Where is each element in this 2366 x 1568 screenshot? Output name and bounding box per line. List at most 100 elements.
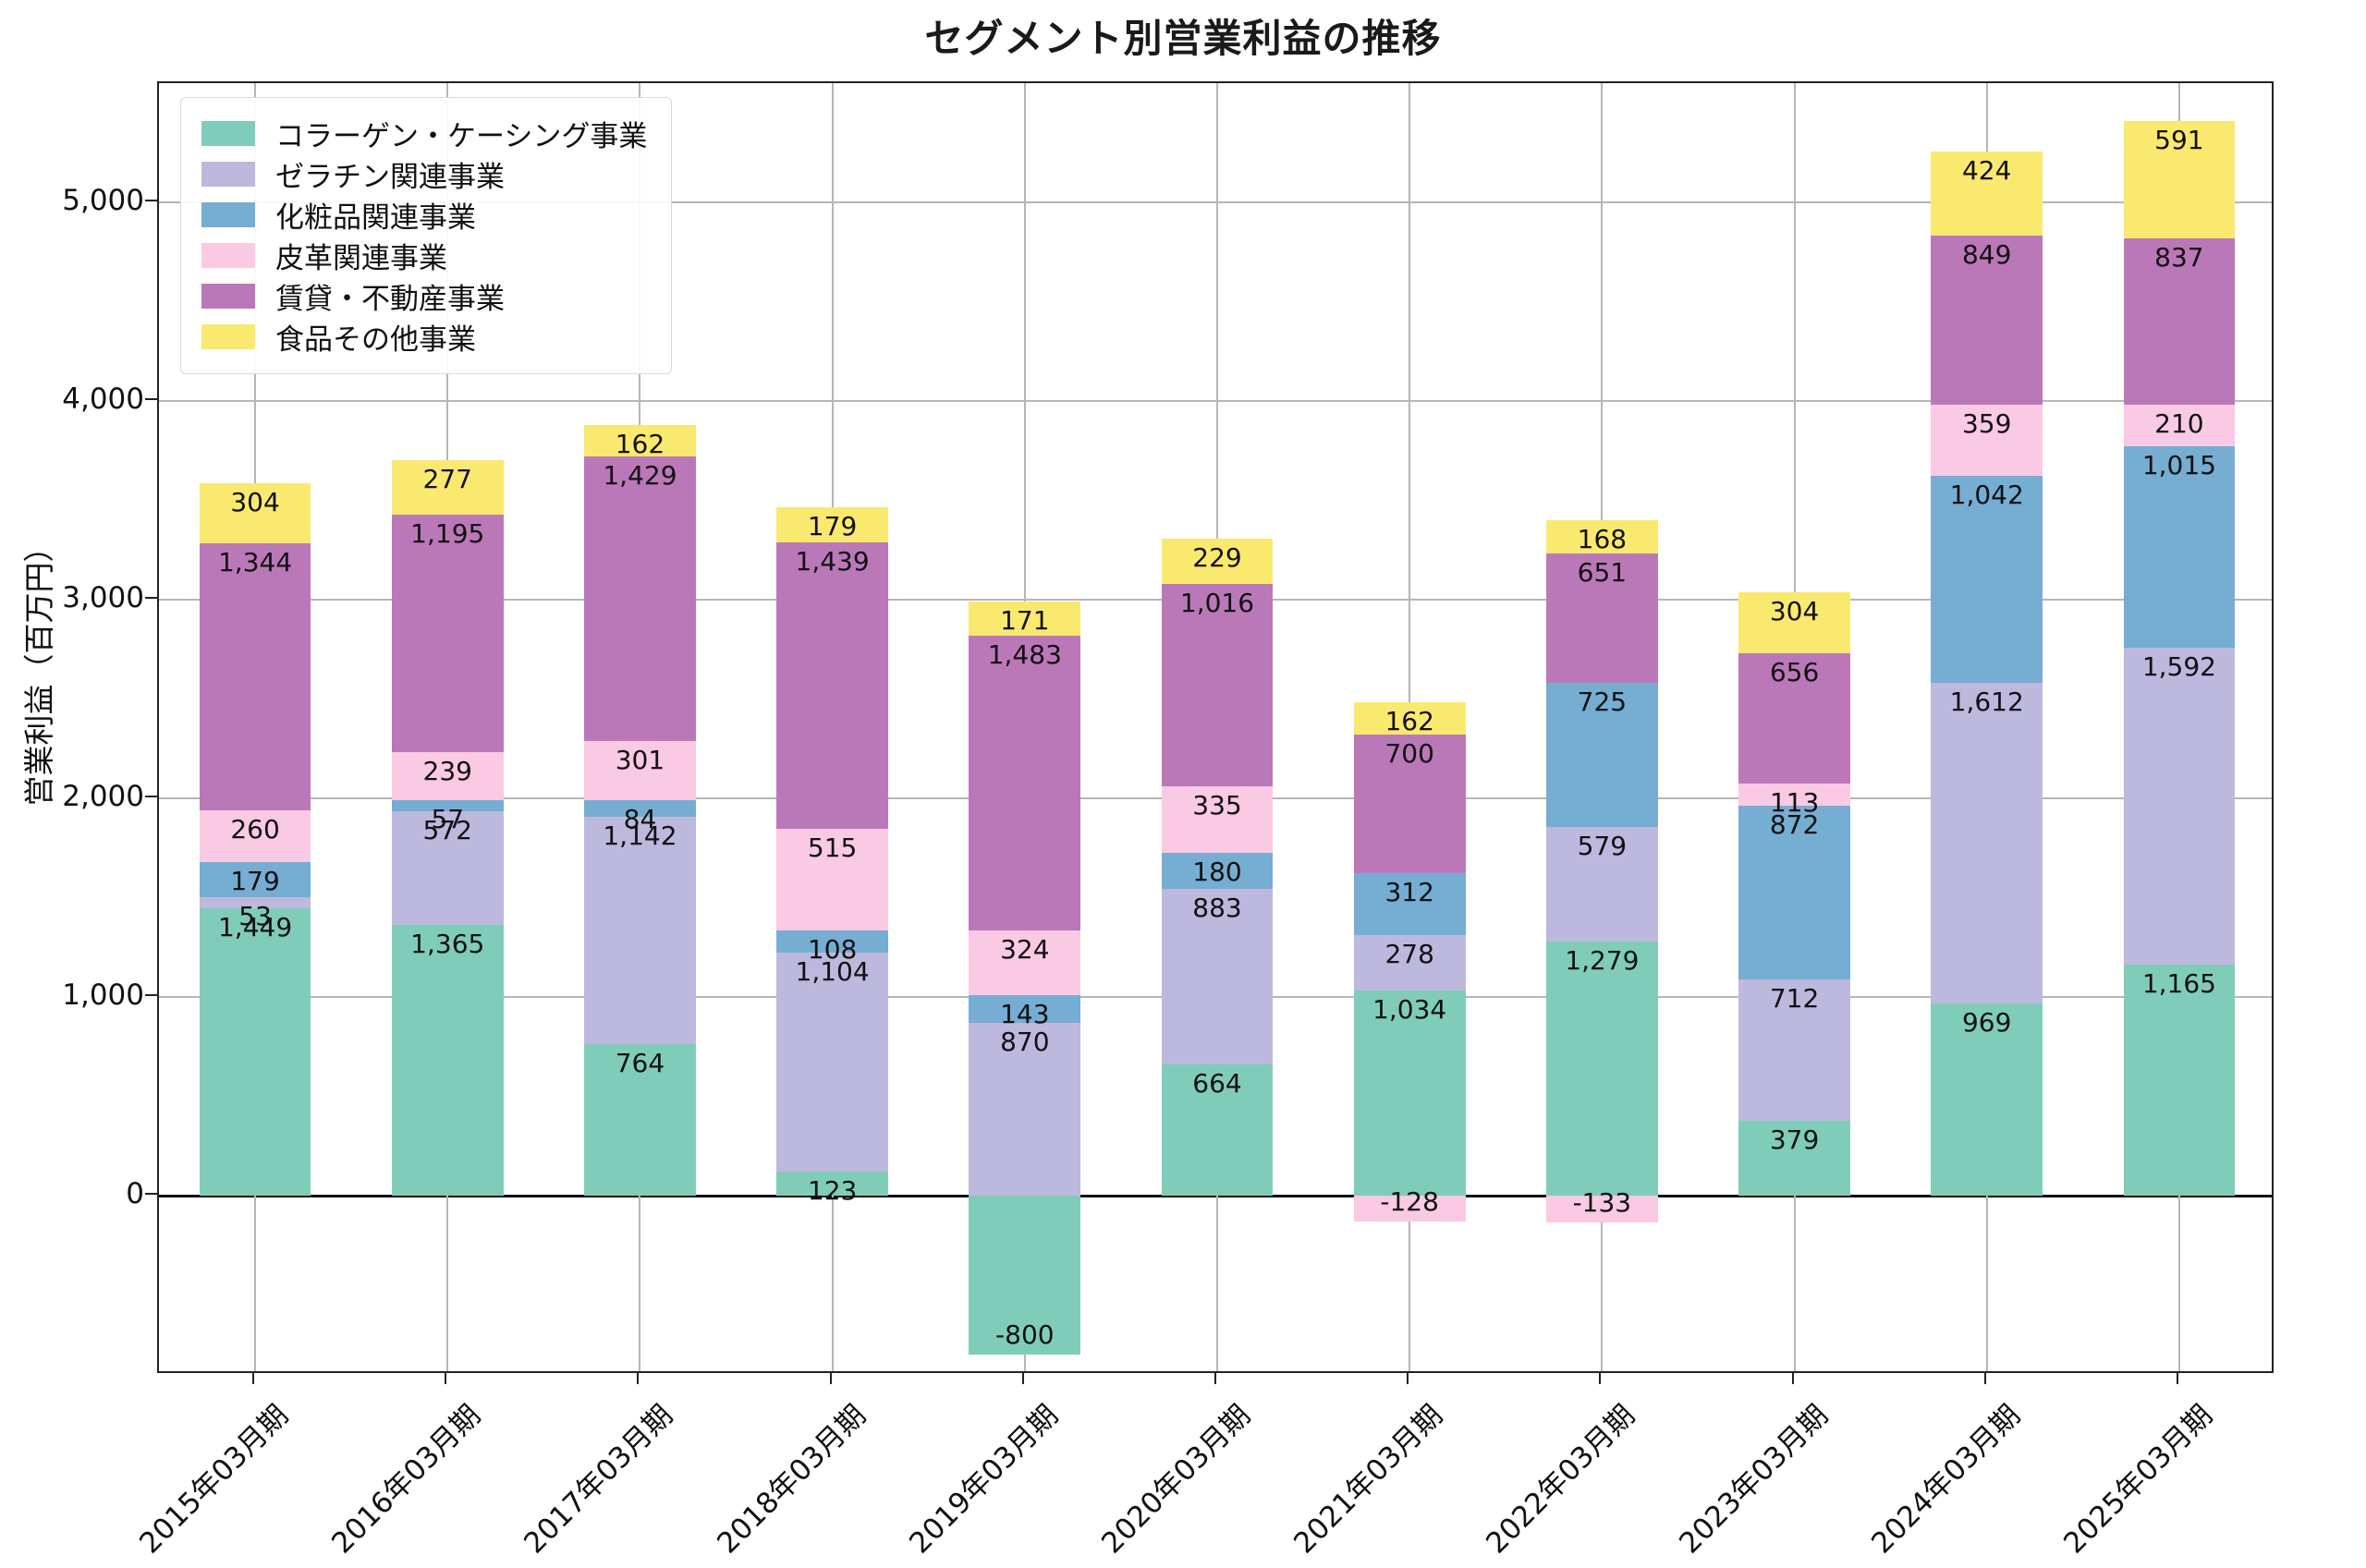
y-tick-mark	[145, 1193, 157, 1196]
bar-segment[interactable]	[1931, 404, 2043, 477]
bar-group[interactable]: 664 883 180 335 1,016 229	[1161, 83, 1274, 1371]
bar-segment[interactable]	[776, 930, 888, 953]
bar-segment[interactable]	[1161, 539, 1274, 585]
legend-item-label: コラーゲン・ケーシング事業	[275, 119, 648, 153]
bar-segment[interactable]	[1161, 584, 1274, 786]
bar-segment[interactable]	[199, 861, 311, 898]
bar-segment[interactable]	[969, 602, 1081, 636]
bar-segment[interactable]	[969, 930, 1081, 995]
bar-segment[interactable]	[1545, 826, 1658, 942]
y-tick-label-text: 0	[126, 1177, 144, 1211]
x-tick-mark	[1599, 1373, 1602, 1384]
bar-segment[interactable]	[1931, 683, 2043, 1004]
bar-group[interactable]: 1,165 1,592 1,015 210 837 591	[2123, 83, 2236, 1371]
bar-group[interactable]: 379 712 872 113 656 304	[1738, 83, 1850, 1371]
y-tick-label-text: 5,000	[62, 184, 144, 218]
bar-segment[interactable]	[1738, 652, 1850, 784]
legend-item[interactable]: ゼラチン関連事業	[201, 153, 647, 194]
x-tick-label: 2017年03月期	[518, 1398, 680, 1561]
bar-group[interactable]: 1,279 579 725 -133 651 168	[1545, 83, 1658, 1371]
bar-segment[interactable]	[2123, 446, 2236, 649]
bar-segment[interactable]	[1738, 1120, 1850, 1197]
bar-segment[interactable]	[1545, 519, 1658, 553]
bar-segment[interactable]	[1738, 806, 1850, 979]
bar-segment[interactable]	[2123, 964, 2236, 1197]
bar-segment[interactable]	[1738, 978, 1850, 1121]
bar-segment[interactable]	[391, 515, 504, 753]
bar-segment[interactable]	[1545, 942, 1658, 1197]
bar-segment[interactable]	[1738, 592, 1850, 653]
bar-segment[interactable]	[1931, 476, 2043, 684]
bar-segment[interactable]	[2123, 120, 2236, 238]
bar-group[interactable]: 969 1,612 1,042 359 849 424	[1931, 83, 2043, 1371]
bar-segment[interactable]	[1353, 873, 1466, 936]
bar-segment[interactable]	[969, 635, 1081, 930]
bar-segment[interactable]	[1931, 152, 2043, 237]
bar-segment[interactable]	[1545, 553, 1658, 683]
bar-segment[interactable]	[199, 907, 311, 1197]
bar-segment[interactable]	[1161, 1064, 1274, 1197]
legend-item[interactable]: 化粧品関連事業	[201, 194, 647, 235]
bar-segment[interactable]	[584, 817, 696, 1045]
bar-segment[interactable]	[391, 810, 504, 925]
bar-segment[interactable]	[391, 752, 504, 800]
bar-segment[interactable]	[391, 799, 504, 811]
bar-segment[interactable]	[969, 1196, 1081, 1355]
y-tick-label-text: 3,000	[62, 581, 144, 615]
bar-segment[interactable]	[584, 1044, 696, 1197]
bar-segment[interactable]	[1353, 734, 1466, 874]
bar-segment[interactable]	[776, 506, 888, 543]
bar-segment[interactable]	[391, 459, 504, 516]
bar-segment[interactable]	[199, 482, 311, 543]
x-tick-label: 2025年03月期	[2057, 1398, 2220, 1561]
bar-segment[interactable]	[584, 456, 696, 741]
bar-group[interactable]: 1,034 278 312 -128 700 162	[1353, 83, 1466, 1371]
bar-segment[interactable]	[1161, 785, 1274, 853]
bar-segment[interactable]	[969, 1023, 1081, 1197]
bar-group[interactable]: 123 1,104 108 515 1,439 179	[776, 83, 888, 1371]
bar-segment[interactable]	[2123, 237, 2236, 405]
bar-segment[interactable]	[584, 424, 696, 457]
bar-segment[interactable]	[1353, 935, 1466, 991]
x-tick-mark	[1791, 1373, 1794, 1384]
bar-segment[interactable]	[391, 924, 504, 1197]
bar-segment[interactable]	[1353, 1196, 1466, 1222]
bar-segment[interactable]	[584, 740, 696, 801]
legend-item[interactable]: 食品その他事業	[201, 316, 647, 357]
bar-segment[interactable]	[1353, 701, 1466, 735]
y-tick-label: 2,000	[0, 780, 157, 830]
bar-segment[interactable]	[776, 1171, 888, 1197]
bar-segment[interactable]	[1738, 783, 1850, 807]
bar-segment[interactable]	[969, 994, 1081, 1024]
legend-item-label: ゼラチン関連事業	[275, 160, 505, 194]
bar-segment[interactable]	[584, 800, 696, 818]
legend: コラーゲン・ケーシング事業 ゼラチン関連事業 化粧品関連事業 皮革関連事業 賃貸・不動産…	[180, 97, 673, 374]
x-tick-label: 2015年03月期	[133, 1398, 296, 1561]
legend-item[interactable]: 皮革関連事業	[201, 235, 647, 275]
bar-segment[interactable]	[776, 828, 888, 931]
bar-segment[interactable]	[2123, 404, 2236, 447]
x-tick-mark	[1214, 1373, 1216, 1384]
bar-segment[interactable]	[2123, 648, 2236, 965]
legend-item-label: 化粧品関連事業	[275, 201, 476, 235]
bar-segment[interactable]	[1545, 682, 1658, 827]
bar-segment[interactable]	[199, 809, 311, 862]
bar-segment[interactable]	[776, 952, 888, 1172]
legend-item[interactable]: 賃貸・不動産事業	[201, 275, 647, 316]
y-tick-mark	[145, 796, 157, 798]
bar-group[interactable]: 1,365 572 57 239 1,195 277	[391, 83, 504, 1371]
x-tick-mark	[637, 1373, 640, 1384]
legend-item[interactable]: コラーゲン・ケーシング事業	[201, 113, 647, 153]
bar-segment[interactable]	[1353, 991, 1466, 1197]
bar-group[interactable]: -800 870 143 324 1,483 171	[969, 83, 1081, 1371]
bar-segment[interactable]	[1161, 852, 1274, 889]
bar-segment[interactable]	[1931, 236, 2043, 405]
bar-segment[interactable]	[776, 542, 888, 829]
bar-segment[interactable]	[1161, 888, 1274, 1064]
x-tick-label: 2022年03月期	[1480, 1398, 1642, 1561]
bar-segment[interactable]	[199, 542, 311, 810]
legend-swatch-icon	[201, 201, 255, 227]
bar-segment[interactable]	[1545, 1196, 1658, 1223]
bar-segment[interactable]	[199, 897, 311, 908]
bar-segment[interactable]	[1931, 1003, 2043, 1197]
